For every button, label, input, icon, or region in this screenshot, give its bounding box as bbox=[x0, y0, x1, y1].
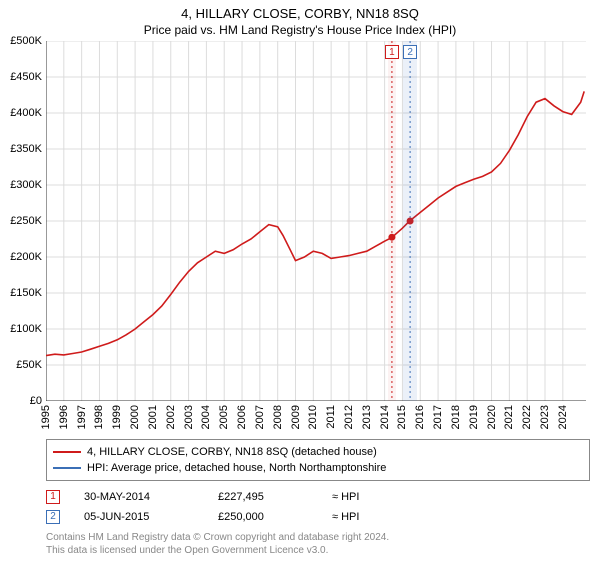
sale-band bbox=[403, 41, 417, 401]
x-tick-label: 2003 bbox=[183, 405, 195, 429]
sale-band bbox=[388, 41, 396, 401]
chart-svg bbox=[46, 41, 586, 401]
x-tick-label: 1996 bbox=[58, 405, 70, 429]
y-tick-label: £250K bbox=[10, 215, 42, 227]
hpi-line bbox=[46, 91, 584, 355]
y-tick-label: £300K bbox=[10, 179, 42, 191]
y-tick-label: £450K bbox=[10, 71, 42, 83]
x-tick-label: 2015 bbox=[396, 405, 408, 429]
legend: 4, HILLARY CLOSE, CORBY, NN18 8SQ (detac… bbox=[46, 439, 590, 481]
footer-attribution: Contains HM Land Registry data © Crown c… bbox=[46, 531, 590, 557]
legend-item: 4, HILLARY CLOSE, CORBY, NN18 8SQ (detac… bbox=[53, 444, 583, 460]
sale-row-marker: 2 bbox=[46, 510, 60, 524]
sale-relation: ≈ HPI bbox=[332, 487, 590, 507]
x-tick-label: 2004 bbox=[200, 405, 212, 429]
x-tick-label: 2016 bbox=[414, 405, 426, 429]
y-tick-label: £150K bbox=[10, 287, 42, 299]
chart-title: 4, HILLARY CLOSE, CORBY, NN18 8SQ bbox=[0, 6, 600, 21]
sale-date: 05-JUN-2015 bbox=[84, 507, 194, 527]
x-tick-label: 2022 bbox=[521, 405, 533, 429]
y-tick-label: £500K bbox=[10, 35, 42, 47]
chart-subtitle: Price paid vs. HM Land Registry's House … bbox=[0, 23, 600, 37]
x-tick-label: 1999 bbox=[111, 405, 123, 429]
x-tick-label: 2005 bbox=[218, 405, 230, 429]
x-tick-label: 2000 bbox=[129, 405, 141, 429]
sale-price: £227,495 bbox=[218, 487, 308, 507]
x-tick-label: 2020 bbox=[486, 405, 498, 429]
chart-plot-area: 12£0£50K£100K£150K£200K£250K£300K£350K£4… bbox=[46, 41, 586, 401]
x-tick-label: 2017 bbox=[432, 405, 444, 429]
x-tick-label: 2013 bbox=[361, 405, 373, 429]
x-tick-label: 2002 bbox=[165, 405, 177, 429]
footer-line-2: This data is licensed under the Open Gov… bbox=[46, 544, 590, 557]
y-tick-label: £200K bbox=[10, 251, 42, 263]
sale-relation: ≈ HPI bbox=[332, 507, 590, 527]
sale-row: 1 30-MAY-2014 £227,495 ≈ HPI bbox=[46, 487, 590, 507]
sale-price: £250,000 bbox=[218, 507, 308, 527]
x-tick-label: 1998 bbox=[93, 405, 105, 429]
footer-line-1: Contains HM Land Registry data © Crown c… bbox=[46, 531, 590, 544]
x-tick-label: 1995 bbox=[40, 405, 52, 429]
chart-container: 4, HILLARY CLOSE, CORBY, NN18 8SQ Price … bbox=[0, 6, 600, 566]
x-tick-label: 2001 bbox=[147, 405, 159, 429]
legend-swatch bbox=[53, 467, 81, 469]
x-tick-label: 2007 bbox=[254, 405, 266, 429]
x-tick-label: 2021 bbox=[503, 405, 515, 429]
y-tick-label: £400K bbox=[10, 107, 42, 119]
sale-marker-box: 2 bbox=[403, 45, 417, 59]
x-tick-label: 2018 bbox=[450, 405, 462, 429]
sale-row: 2 05-JUN-2015 £250,000 ≈ HPI bbox=[46, 507, 590, 527]
legend-label: HPI: Average price, detached house, Nort… bbox=[87, 460, 386, 476]
x-tick-label: 2012 bbox=[343, 405, 355, 429]
x-tick-label: 2010 bbox=[307, 405, 319, 429]
y-tick-label: £50K bbox=[16, 359, 42, 371]
x-tick-label: 2008 bbox=[272, 405, 284, 429]
x-tick-label: 2009 bbox=[290, 405, 302, 429]
x-tick-label: 2023 bbox=[539, 405, 551, 429]
sale-row-marker: 1 bbox=[46, 490, 60, 504]
legend-swatch bbox=[53, 451, 81, 453]
x-tick-label: 2024 bbox=[557, 405, 569, 429]
legend-item: HPI: Average price, detached house, Nort… bbox=[53, 460, 583, 476]
sales-table: 1 30-MAY-2014 £227,495 ≈ HPI 2 05-JUN-2015 £25… bbox=[46, 487, 590, 527]
x-tick-label: 2014 bbox=[379, 405, 391, 429]
y-tick-label: £350K bbox=[10, 143, 42, 155]
legend-label: 4, HILLARY CLOSE, CORBY, NN18 8SQ (detac… bbox=[87, 444, 377, 460]
sale-marker-box: 1 bbox=[385, 45, 399, 59]
sale-date: 30-MAY-2014 bbox=[84, 487, 194, 507]
x-tick-label: 2011 bbox=[325, 405, 337, 429]
y-tick-label: £100K bbox=[10, 323, 42, 335]
x-tick-label: 2019 bbox=[468, 405, 480, 429]
x-tick-label: 2006 bbox=[236, 405, 248, 429]
x-tick-label: 1997 bbox=[76, 405, 88, 429]
